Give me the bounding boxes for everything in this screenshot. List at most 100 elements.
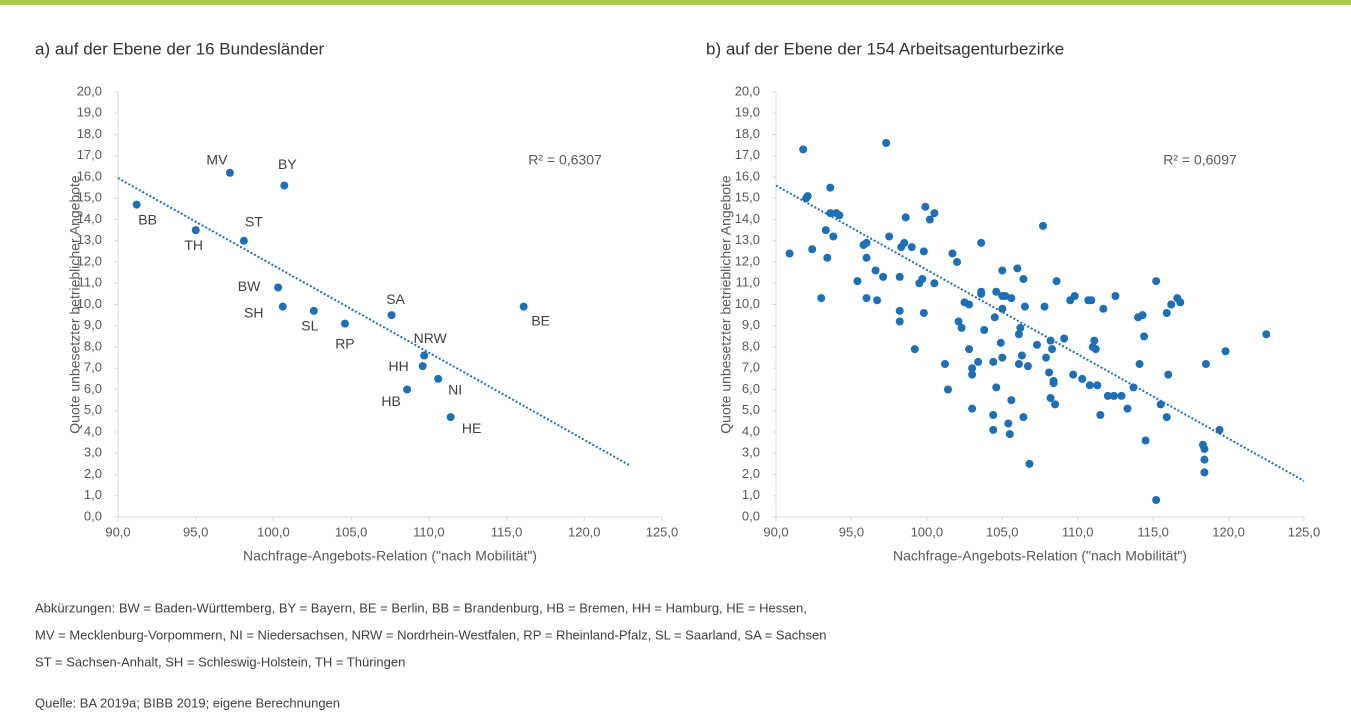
point bbox=[1019, 275, 1028, 283]
y-tick-label: 17,0 bbox=[77, 147, 102, 162]
point bbox=[1078, 374, 1087, 383]
point bbox=[1020, 302, 1029, 311]
point bbox=[901, 213, 910, 222]
point bbox=[821, 226, 830, 235]
point bbox=[1025, 459, 1034, 468]
point-label: BB bbox=[138, 211, 157, 227]
point bbox=[977, 287, 986, 296]
point bbox=[225, 168, 234, 177]
point bbox=[862, 294, 871, 303]
point bbox=[1167, 300, 1176, 309]
point bbox=[1001, 292, 1010, 300]
point bbox=[1060, 334, 1069, 343]
point-label: NRW bbox=[414, 330, 448, 346]
y-tick-label: 15,0 bbox=[77, 190, 102, 205]
point-label: ST bbox=[245, 213, 263, 229]
x-tick-label: 115,0 bbox=[1137, 524, 1169, 539]
point bbox=[948, 249, 957, 258]
y-tick-label: 2,0 bbox=[742, 466, 760, 481]
point bbox=[280, 181, 289, 190]
annotation: R² = 0,6307 bbox=[528, 152, 602, 168]
y-tick-label: 16,0 bbox=[77, 168, 102, 183]
x-tick-label: 115,0 bbox=[491, 524, 523, 539]
point bbox=[998, 266, 1007, 275]
source: Quelle: BA 2019a; BIBB 2019; eigene Bere… bbox=[35, 695, 340, 710]
y-tick-label: 18,0 bbox=[77, 126, 102, 141]
point-label: HE bbox=[462, 420, 481, 436]
point bbox=[446, 413, 455, 422]
y-tick-label: 0,0 bbox=[84, 508, 102, 523]
y-tick-label: 14,0 bbox=[735, 211, 760, 226]
point bbox=[907, 243, 916, 252]
point bbox=[835, 211, 844, 220]
y-tick-label: 12,0 bbox=[735, 253, 760, 268]
point-label: SL bbox=[301, 318, 318, 334]
y-tick-label: 1,0 bbox=[742, 487, 760, 502]
point bbox=[1162, 309, 1171, 317]
point bbox=[1093, 381, 1102, 390]
y-tick-label: 7,0 bbox=[742, 360, 760, 375]
y-tick-label: 6,0 bbox=[742, 381, 760, 396]
y-tick-label: 3,0 bbox=[84, 445, 102, 460]
y-tick-label: 20,0 bbox=[77, 83, 102, 98]
point bbox=[992, 383, 1001, 392]
point bbox=[1164, 370, 1173, 379]
y-tick-label: 14,0 bbox=[77, 211, 102, 226]
point bbox=[953, 258, 962, 266]
point-label: HB bbox=[381, 393, 400, 409]
point bbox=[1042, 353, 1051, 362]
point bbox=[968, 404, 977, 413]
point bbox=[1005, 430, 1014, 439]
point bbox=[954, 317, 963, 326]
point bbox=[1004, 419, 1013, 428]
point bbox=[191, 226, 200, 235]
point bbox=[1007, 396, 1016, 405]
chart-title: b) auf der Ebene der 154 Arbeitsagenturb… bbox=[706, 39, 1064, 58]
point bbox=[910, 345, 919, 354]
point-label: BY bbox=[278, 156, 297, 172]
point-label: SH bbox=[244, 304, 263, 320]
y-tick-label: 16,0 bbox=[735, 168, 760, 183]
point bbox=[1052, 277, 1061, 286]
y-tick-label: 17,0 bbox=[735, 147, 760, 162]
point bbox=[1016, 323, 1025, 332]
point bbox=[1017, 351, 1026, 360]
note: MV = Mecklenburg-Vorpommern, NI = Nieder… bbox=[35, 627, 826, 642]
x-tick-label: 105,0 bbox=[335, 524, 368, 539]
point bbox=[873, 296, 882, 305]
chart-title: a) auf der Ebene der 16 Bundesländer bbox=[35, 39, 325, 58]
point bbox=[1200, 445, 1209, 453]
point bbox=[403, 385, 412, 394]
point bbox=[1156, 400, 1165, 409]
point bbox=[1069, 370, 1078, 379]
point bbox=[1087, 296, 1096, 305]
point bbox=[519, 302, 528, 311]
point bbox=[309, 306, 318, 315]
point bbox=[1014, 330, 1023, 339]
y-axis-title: Quote unbesetzter betrieblicher Angebote bbox=[67, 175, 83, 434]
point bbox=[785, 249, 794, 258]
y-tick-label: 20,0 bbox=[735, 83, 760, 98]
point bbox=[921, 202, 930, 211]
point bbox=[387, 311, 396, 320]
point bbox=[823, 253, 832, 262]
point-label: MV bbox=[206, 151, 228, 167]
x-tick-label: 90,0 bbox=[763, 524, 788, 539]
point bbox=[1039, 221, 1048, 230]
point bbox=[1152, 277, 1161, 286]
point bbox=[1090, 336, 1099, 345]
point bbox=[1045, 368, 1054, 377]
point bbox=[1138, 311, 1147, 320]
point bbox=[1023, 362, 1032, 371]
point-label: HH bbox=[389, 358, 409, 374]
y-tick-label: 6,0 bbox=[84, 381, 102, 396]
point bbox=[418, 362, 427, 371]
trendline bbox=[117, 177, 632, 467]
y-tick-label: 0,0 bbox=[742, 508, 760, 523]
point bbox=[274, 283, 283, 292]
y-tick-label: 2,0 bbox=[84, 466, 102, 481]
point bbox=[930, 209, 939, 218]
y-tick-label: 12,0 bbox=[77, 253, 102, 268]
y-tick-label: 19,0 bbox=[735, 105, 760, 120]
x-tick-label: 125,0 bbox=[646, 524, 679, 539]
